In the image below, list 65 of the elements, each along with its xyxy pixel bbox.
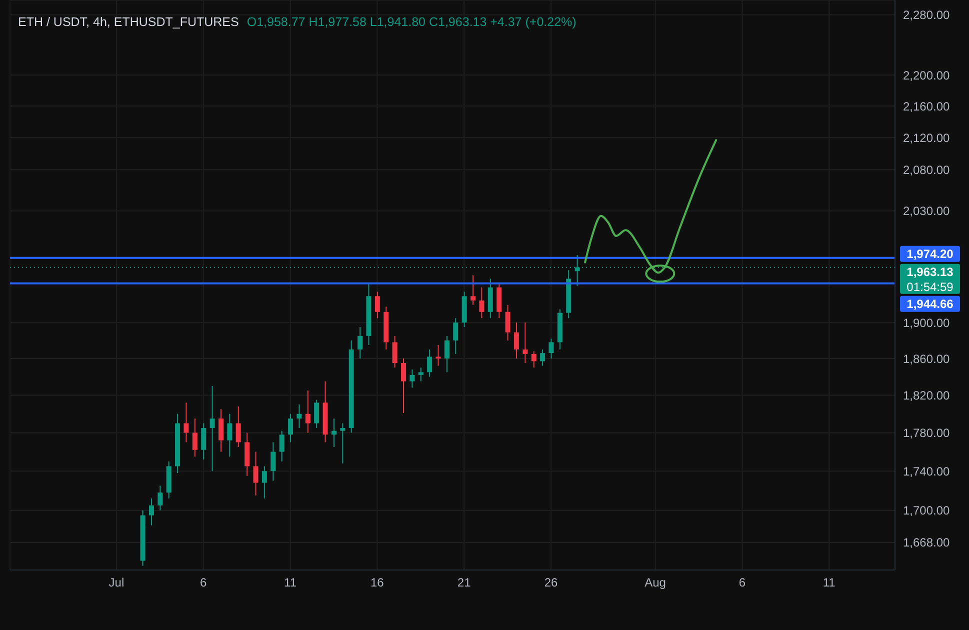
candlestick <box>270 442 276 482</box>
candlestick <box>453 318 458 354</box>
candlestick <box>418 367 424 382</box>
y-tick-label: 2,120.00 <box>903 130 950 145</box>
text: ETH / USDT, 4h, ETHUSDT_FUTURES <box>18 15 239 29</box>
candlestick <box>305 390 310 434</box>
x-tick-label: Jul <box>108 576 124 590</box>
candlestick <box>505 304 510 341</box>
x-tick-label: Aug <box>644 576 666 590</box>
y-tick-label: 1,740.00 <box>903 464 950 478</box>
candlestick <box>531 350 536 368</box>
candlestick <box>314 399 320 428</box>
y-tick-label: 1,900.00 <box>903 316 950 330</box>
ref-line-label: 1,963.13 <box>906 264 954 279</box>
candlestick <box>374 291 380 319</box>
y-tick-label: 2,280.00 <box>903 8 950 22</box>
x-tick-label: 11 <box>284 576 297 590</box>
candlestick <box>400 358 406 414</box>
x-tick-label: 16 <box>370 576 384 590</box>
candlestick <box>288 413 294 443</box>
x-tick-label: 26 <box>544 576 558 590</box>
candlestick <box>262 466 267 499</box>
y-tick-label: 2,030.00 <box>903 204 950 218</box>
x-tick-label: 21 <box>457 576 472 590</box>
candlestick <box>340 422 346 464</box>
text: O1,958.77 H1,977.58 L1,941.80 C1,963.13 +4.37 (+0.22%) <box>246 15 576 29</box>
candlestick <box>218 408 224 452</box>
y-tick-label: 2,160.00 <box>903 99 950 114</box>
candlestick <box>192 418 198 458</box>
y-tick-label: 2,200.00 <box>903 68 950 82</box>
ref-line-label: 1,944.66 <box>906 296 954 311</box>
candlestick <box>479 286 484 319</box>
candlestick <box>436 344 441 366</box>
y-tick-label: 1,860.00 <box>903 352 950 366</box>
candlestick <box>548 338 554 359</box>
candlestick <box>296 404 302 428</box>
x-tick-label: 11 <box>822 576 836 590</box>
candlestick <box>210 385 215 472</box>
candlestick <box>184 402 189 443</box>
candlestick <box>427 348 432 378</box>
candlestick <box>470 274 476 306</box>
x-tick-label: 6 <box>738 576 746 590</box>
candlestick <box>522 322 528 364</box>
candlestick <box>410 368 415 388</box>
candlestick <box>201 422 206 460</box>
y-tick-label: 1,780.00 <box>903 426 950 440</box>
candlestick <box>253 451 258 496</box>
candlestick <box>158 485 163 511</box>
candlestick <box>444 335 450 373</box>
candlestick <box>358 326 363 359</box>
x-tick-label: 6 <box>200 576 208 590</box>
candlestick <box>540 348 546 366</box>
candlestick <box>331 418 336 448</box>
candlestick <box>392 335 398 368</box>
candlestick <box>236 406 241 448</box>
candlestick <box>514 322 519 359</box>
ref-line-label: 1,974.20 <box>906 246 954 261</box>
y-tick-label: 1,820.00 <box>903 388 950 402</box>
candlestick <box>148 498 154 526</box>
candlestick <box>227 413 232 458</box>
y-tick-label: 1,668.00 <box>903 536 950 550</box>
candlestick <box>279 430 284 462</box>
text: 01:54:59 <box>906 280 954 294</box>
y-tick-label: 2,080.00 <box>903 163 950 178</box>
y-tick-label: 1,700.00 <box>903 504 950 518</box>
